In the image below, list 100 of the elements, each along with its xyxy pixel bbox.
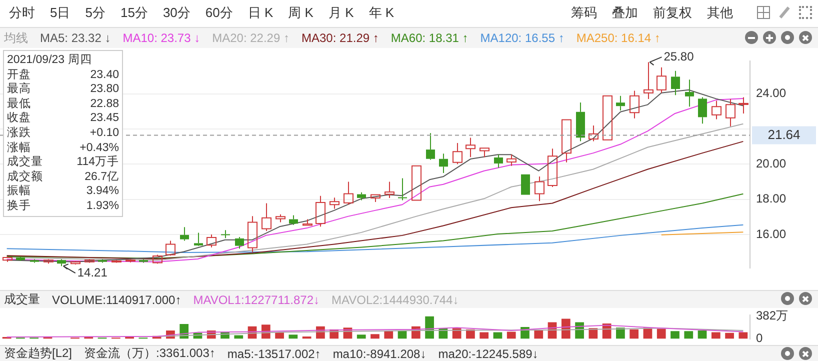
- text: 前复权: [652, 4, 693, 22]
- text: 振幅 3.94%: [7, 185, 119, 198]
- text: MA30: 21.29 ↑: [302, 31, 379, 45]
- text: MA60: 18.31 ↑: [390, 31, 468, 45]
- series-label: VOLUME:1140917.000↑: [52, 292, 182, 306]
- bar: [425, 316, 434, 339]
- text: MA20: 22.29 ↑: [212, 31, 290, 45]
- candlestick: [344, 181, 354, 206]
- bar: [506, 332, 516, 339]
- legend-title: 均线: [4, 30, 28, 46]
- bar: [684, 331, 694, 339]
- text: 涨跌 +0.10: [7, 126, 119, 139]
- candlestick: [534, 176, 544, 202]
- annotation: 25.80: [664, 49, 694, 64]
- y-tick-label: 20.00: [756, 156, 786, 170]
- text: 最低 22.88: [7, 98, 119, 110]
- candlestick: [357, 192, 366, 201]
- text: 其他: [706, 4, 734, 22]
- candlestick: [180, 226, 189, 242]
- series-label: MAVOL2:1444930.744↓: [332, 292, 459, 306]
- candlestick: [426, 132, 435, 160]
- candlestick: [494, 154, 503, 168]
- bar: [698, 330, 707, 339]
- text: 30分: [162, 4, 192, 22]
- text: 开盘 23.40: [7, 68, 119, 81]
- bar: [670, 331, 680, 339]
- text: 换手 1.93%: [7, 200, 119, 212]
- annotation: 2021/09/23 周四: [7, 53, 92, 68]
- candlestick: [262, 202, 272, 232]
- y-tick-label: 0: [756, 331, 763, 346]
- candlestick: [16, 256, 25, 262]
- y-tick-label: 18.00: [756, 192, 786, 206]
- bar: [725, 332, 734, 339]
- candlestick: [712, 100, 722, 120]
- candlestick: [466, 137, 476, 158]
- text: MA250: 16.14 ↑: [576, 31, 660, 45]
- bar: [356, 334, 366, 339]
- candlestick: [248, 216, 258, 253]
- candlestick: [194, 232, 203, 246]
- bar: [561, 318, 570, 339]
- text: MA120: 16.55 ↑: [480, 31, 564, 45]
- y-tick-label: 24.00: [756, 86, 786, 100]
- candlestick: [289, 214, 298, 226]
- candlestick: [588, 124, 598, 142]
- text: 最高 23.80: [7, 83, 119, 96]
- y-tick-label: 382万: [756, 308, 788, 323]
- candlestick: [452, 142, 462, 165]
- bar: [288, 334, 298, 339]
- text: 收盘 23.45: [7, 112, 119, 124]
- candlestick: [439, 153, 448, 174]
- text: 日 K: [246, 4, 274, 22]
- text: 5分: [84, 4, 106, 22]
- text: 60分: [204, 4, 234, 22]
- text: 分时: [8, 4, 36, 22]
- candlestick: [398, 178, 407, 201]
- candlestick: [644, 62, 654, 100]
- chart-title: 成交量: [4, 291, 40, 308]
- candlestick: [302, 218, 312, 226]
- candlestick: [656, 66, 666, 94]
- text: 筹码: [570, 4, 598, 22]
- candlestick: [576, 102, 585, 142]
- candlestick: [506, 154, 516, 166]
- bar: [630, 329, 639, 339]
- bar: [370, 334, 380, 339]
- text: 15分: [119, 4, 149, 22]
- ref-line-label: 21.64: [768, 126, 800, 142]
- text: ma20:-12245.589↓: [438, 346, 538, 360]
- text: 资金流（万）:3361.003↑: [84, 345, 216, 361]
- bar: [711, 332, 720, 339]
- candlestick: [738, 96, 748, 114]
- candlestick: [384, 181, 394, 198]
- candlestick: [562, 119, 572, 163]
- candlestick: [726, 98, 736, 127]
- bar: [616, 328, 625, 339]
- candlestick: [235, 236, 244, 250]
- bar: [480, 332, 489, 339]
- candlestick: [671, 70, 680, 96]
- bar: [656, 328, 666, 339]
- candlestick: [221, 230, 230, 239]
- candlestick: [685, 79, 694, 108]
- text: ma5:-13517.002↑: [227, 346, 321, 360]
- text: MA5: 23.32 ↓: [40, 31, 111, 45]
- candlestick: [616, 95, 625, 111]
- text: MA10: 23.73 ↓: [122, 31, 200, 45]
- text: 涨幅 +0.43%: [7, 142, 119, 154]
- text: 成交额 26.7亿: [7, 170, 119, 183]
- text: ma10:-8941.208↓: [332, 346, 426, 360]
- text: 年 K: [368, 4, 396, 22]
- series-label: MAVOL1:1227711.872↓: [193, 292, 320, 306]
- annotation: 14.21: [77, 265, 108, 280]
- candlestick: [698, 96, 707, 124]
- text: 周 K: [287, 4, 314, 22]
- text: 成交量 114万手: [7, 156, 119, 168]
- candlestick: [57, 258, 66, 267]
- bar: [534, 330, 544, 339]
- text: 月 K: [327, 4, 355, 22]
- text: 资金趋势[L2]: [4, 345, 72, 361]
- text: 叠加: [611, 4, 639, 22]
- y-tick-label: 16.00: [756, 226, 786, 241]
- candlestick: [316, 195, 326, 228]
